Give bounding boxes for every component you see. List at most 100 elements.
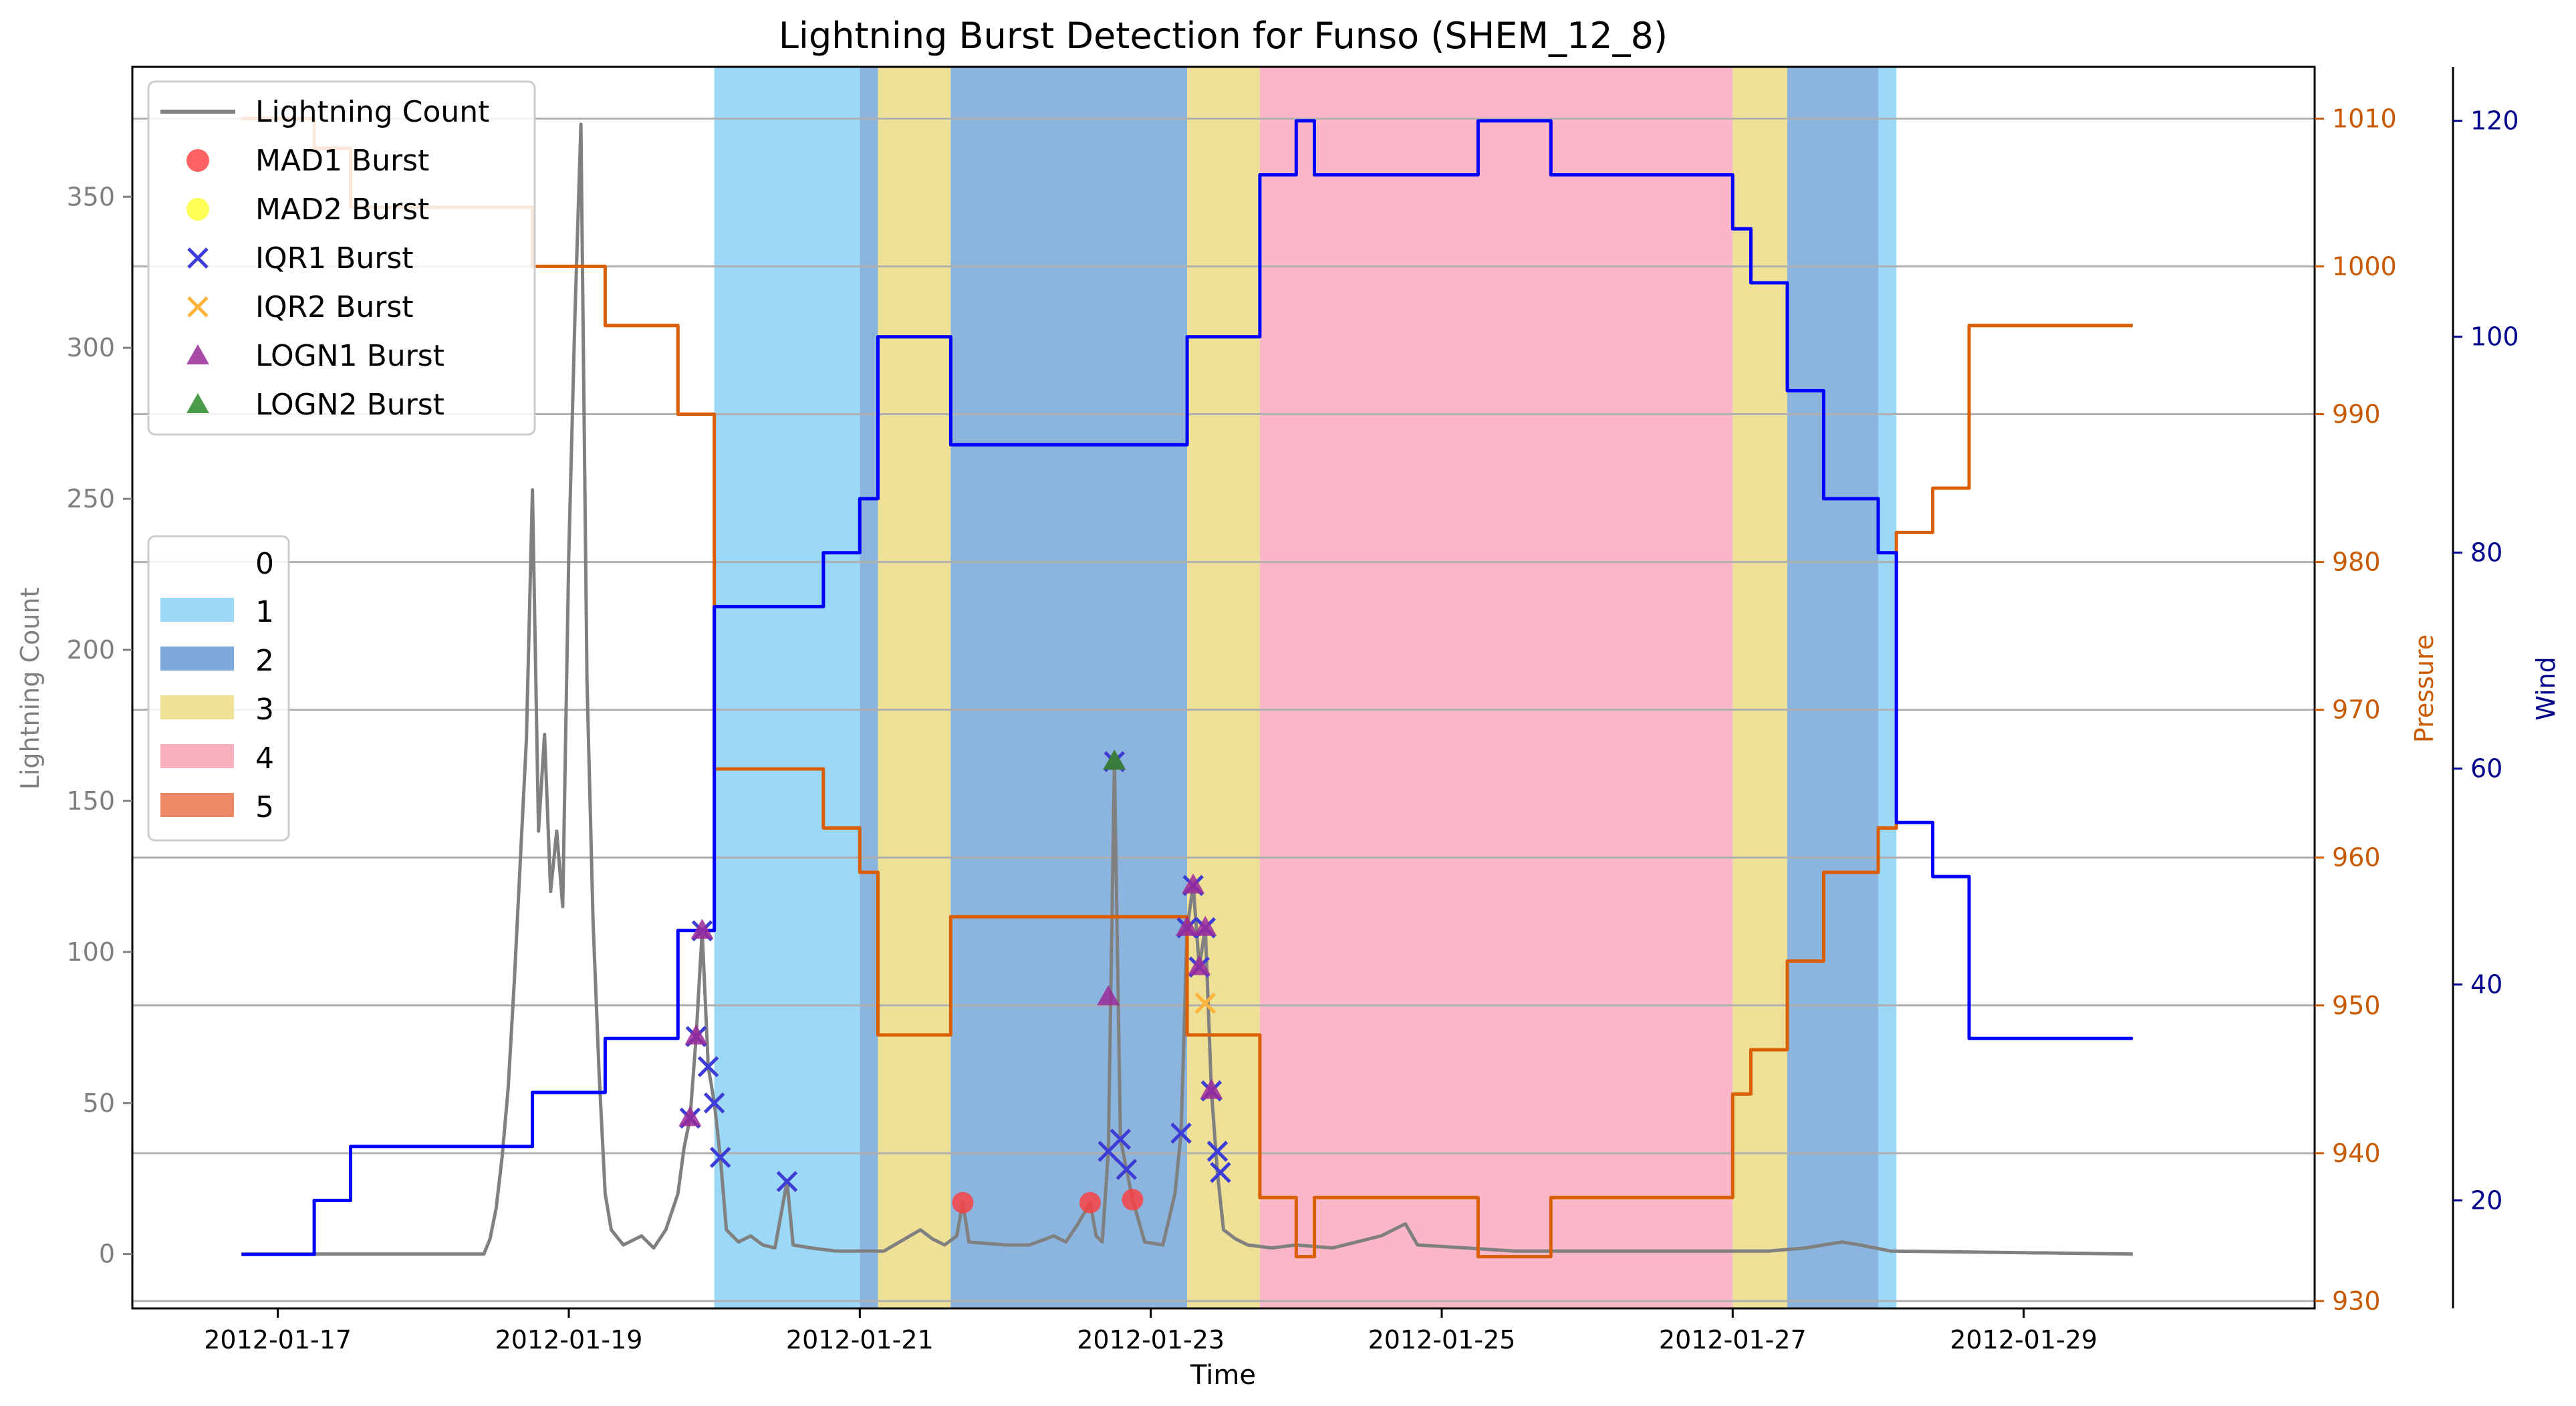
- legend-swatch-logn2: [186, 393, 209, 413]
- category-bands: [714, 67, 1897, 1308]
- wind-y-tick-label: 120: [2470, 106, 2519, 136]
- y-axis-label-wind: Wind: [2531, 657, 2561, 721]
- logn1-burst-point: [690, 919, 714, 939]
- wind-line: [241, 119, 2133, 1256]
- legend-label-mad2: MAD2 Burst: [255, 193, 429, 227]
- iqr1-burst-point: [1206, 1141, 1229, 1162]
- iqr1-burst-point: [1116, 1159, 1138, 1180]
- logn1-burst-point: [678, 1106, 702, 1127]
- legend-category-5-swatch: [160, 793, 234, 817]
- category-legend: 0 1 2 3 4 5: [147, 535, 290, 842]
- legend-category-2-swatch: [160, 647, 234, 671]
- logn1-burst-point: [1176, 915, 1199, 936]
- legend-swatch-iqr1: [187, 247, 209, 269]
- legend-category-5-label: 5: [255, 790, 274, 824]
- series-legend: Lightning Count MAD1 Burst MAD2 Burst IQ…: [147, 80, 536, 436]
- category-band-4: [1259, 67, 1733, 1308]
- y-axis-label-lightning: Lightning Count: [15, 588, 45, 790]
- series-legend-box: [147, 80, 536, 436]
- legend-category-1-swatch: [160, 598, 234, 622]
- chart-title: Lightning Burst Detection for Funso (SHE…: [779, 15, 1668, 57]
- iqr1-burst-point: [1110, 1129, 1132, 1150]
- legend-swatch-logn1: [186, 344, 209, 364]
- legend-category-0-label: 0: [255, 547, 274, 581]
- legend-label-logn1: LOGN1 Burst: [255, 339, 444, 373]
- logn2-burst-point: [1103, 749, 1126, 770]
- iqr1-burst-point: [776, 1171, 798, 1192]
- pressure-y-tick-label: 940: [2332, 1139, 2381, 1168]
- legend-label-lightning: Lightning Count: [255, 95, 489, 129]
- x-tick-label: 2012-01-21: [786, 1325, 934, 1355]
- wind-y-tick-label: 60: [2470, 754, 2502, 784]
- mad1-burst-point: [1079, 1191, 1101, 1213]
- wind-y-tick-label: 40: [2470, 970, 2502, 1000]
- logn1-burst-point: [1182, 873, 1205, 894]
- legend-swatch-mad1: [186, 149, 209, 172]
- category-band-3: [878, 67, 951, 1308]
- iqr1-burst-point: [709, 1147, 731, 1168]
- pressure-y-tick-label: 930: [2332, 1286, 2381, 1316]
- x-tick-label: 2012-01-23: [1077, 1325, 1225, 1355]
- lightning-y-tick-label: 200: [66, 635, 115, 665]
- logn1-burst-point: [1200, 1078, 1223, 1099]
- category-band-1: [1878, 67, 1897, 1308]
- pressure-y-tick-label: 950: [2332, 991, 2381, 1020]
- legend-swatch-iqr2: [187, 296, 209, 318]
- logn1-burst-point: [1097, 985, 1120, 1006]
- mad1-burst-point: [1122, 1189, 1144, 1211]
- lightning-y-tick-label: 350: [66, 182, 115, 211]
- lightning-y-tick-label: 300: [66, 333, 115, 362]
- y-axis-label-pressure: Pressure: [2410, 634, 2439, 743]
- iqr1-burst-point: [1170, 1123, 1192, 1144]
- logn1-burst-point: [1194, 915, 1217, 936]
- series-lines: [241, 116, 2133, 1259]
- legend-category-2-label: 2: [255, 644, 274, 678]
- category-band-1: [714, 67, 860, 1308]
- burst-markers: [678, 749, 1231, 1213]
- iqr1-burst-point: [1210, 1161, 1231, 1183]
- wind-y-tick-label: 20: [2470, 1186, 2502, 1215]
- wind-y-tick-label: 80: [2470, 538, 2502, 568]
- x-tick-label: 2012-01-29: [1950, 1325, 2097, 1355]
- pressure-y-tick-label: 1010: [2332, 104, 2397, 133]
- category-band-2: [950, 67, 1188, 1308]
- legend-swatch-mad2: [186, 198, 209, 221]
- legend-category-4-swatch: [160, 744, 234, 768]
- x-tick-label: 2012-01-19: [495, 1325, 643, 1355]
- axes-ticks: 2012-01-17 2012-01-19 2012-01-21 2012-01-23…: [66, 104, 2519, 1355]
- legend-category-1-label: 1: [255, 595, 274, 629]
- legend-label-iqr1: IQR1 Burst: [255, 241, 414, 275]
- category-band-2: [1787, 67, 1878, 1308]
- category-band-3: [1732, 67, 1787, 1308]
- legend-label-iqr2: IQR2 Burst: [255, 290, 414, 324]
- pressure-y-tick-label: 960: [2332, 843, 2381, 872]
- wind-y-tick-label: 100: [2470, 322, 2519, 352]
- lightning-count-line: [241, 122, 2133, 1256]
- pressure-line: [241, 116, 2133, 1259]
- category-band-2: [860, 67, 878, 1308]
- x-tick-label: 2012-01-25: [1368, 1325, 1516, 1355]
- legend-category-3-label: 3: [255, 693, 274, 727]
- lightning-y-tick-label: 0: [99, 1240, 115, 1269]
- category-band-3: [1187, 67, 1260, 1308]
- pressure-y-tick-label: 980: [2332, 548, 2381, 577]
- legend-label-logn2: LOGN2 Burst: [255, 388, 444, 422]
- iqr2-burst-point: [1194, 992, 1216, 1014]
- lightning-y-tick-label: 50: [83, 1088, 115, 1118]
- logn1-burst-point: [684, 1024, 708, 1045]
- x-axis-label: Time: [1190, 1360, 1256, 1391]
- x-tick-label: 2012-01-17: [204, 1325, 352, 1355]
- x-tick-label: 2012-01-27: [1659, 1325, 1807, 1355]
- iqr1-burst-point: [703, 1092, 725, 1114]
- legend-category-3-swatch: [160, 695, 234, 719]
- iqr1-burst-point: [697, 1056, 719, 1078]
- legend-label-mad1: MAD1 Burst: [255, 144, 429, 178]
- logn1-burst-point: [1188, 955, 1211, 975]
- lightning-y-tick-label: 250: [66, 484, 115, 513]
- mad1-burst-point: [952, 1191, 974, 1213]
- pressure-y-tick-label: 990: [2332, 400, 2381, 429]
- legend-category-4-label: 4: [255, 741, 274, 776]
- pressure-y-tick-label: 1000: [2332, 251, 2397, 281]
- lightning-y-tick-label: 150: [66, 786, 115, 816]
